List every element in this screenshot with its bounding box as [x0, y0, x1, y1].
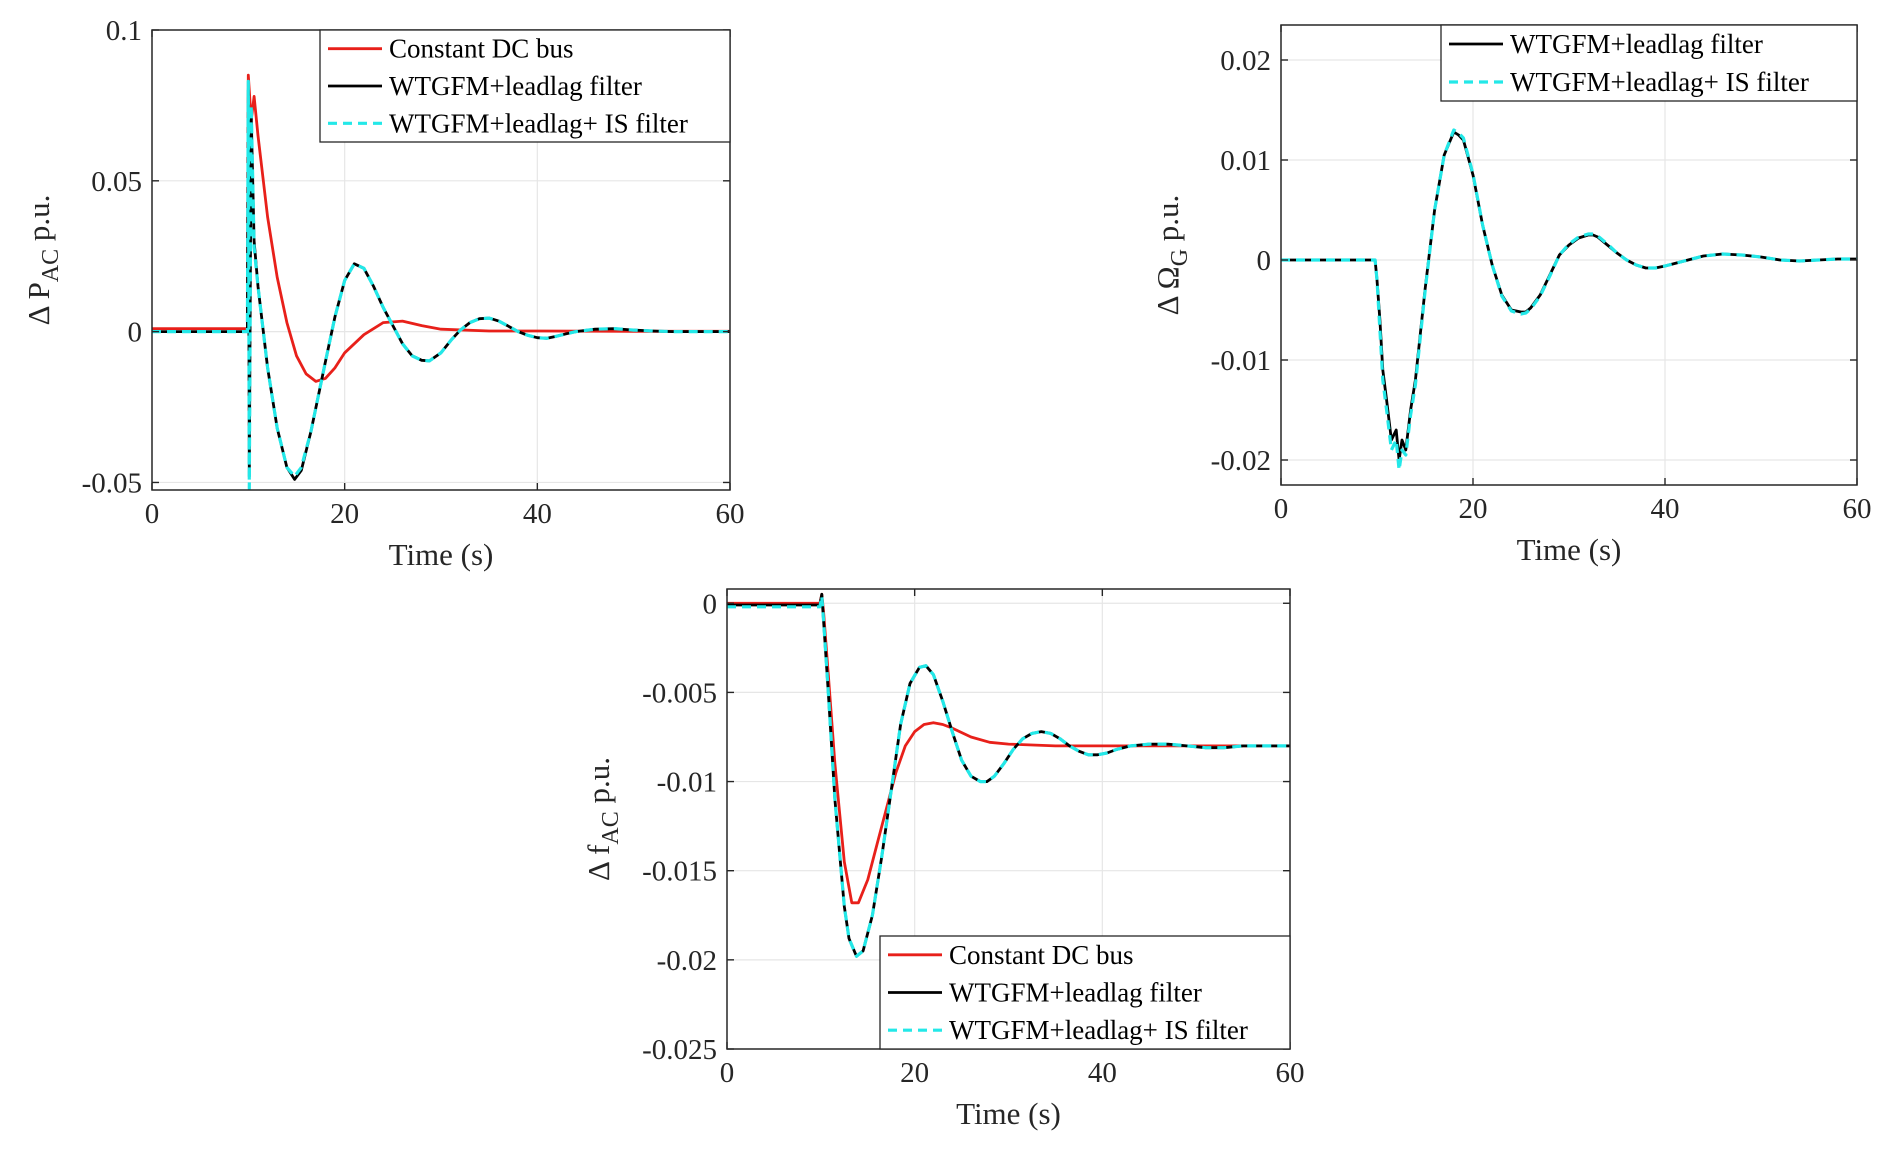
x-tick-label: 0 [1274, 493, 1289, 525]
legend: Constant DC bus WTGFM+leadlag filter WTGFM… [879, 935, 1291, 1050]
legend-label-leadlag: WTGFM+leadlag filter [1510, 29, 1763, 59]
x-tick-label: 40 [1651, 493, 1680, 525]
plot-area [1281, 25, 1857, 485]
legend-label-is_filter: WTGFM+leadlag+ IS filter [949, 1015, 1248, 1045]
y-tick-label: -0.025 [642, 1034, 717, 1066]
y-axis-label: Δ ΩG p.u. [1150, 195, 1193, 316]
legend: WTGFM+leadlag filter WTGFM+leadlag+ IS fi… [1440, 24, 1858, 102]
x-tick-label: 60 [1276, 1057, 1305, 1089]
x-axis-label: Time (s) [389, 537, 494, 572]
y-tick-label: 0.01 [1220, 145, 1271, 177]
x-tick-label: 20 [900, 1057, 929, 1089]
x-tick-label: 0 [720, 1057, 735, 1089]
chart-panel-fac: 0 20 40 60 -0.025 -0.02 -0.015 -0.01 -0.005 0 Time… [581, 588, 1305, 1131]
y-tick-label: -0.01 [657, 767, 717, 799]
y-tick-label: -0.02 [1211, 445, 1271, 477]
y-tick-label: -0.01 [1211, 345, 1271, 377]
y-tick-label: -0.02 [657, 945, 717, 977]
series-line-is_filter [152, 79, 730, 490]
x-tick-label: 40 [523, 498, 552, 530]
y-axis-label: Δ PAC p.u. [21, 195, 64, 326]
y-tick-label: 0.05 [91, 166, 142, 198]
y-tick-label: -0.05 [82, 467, 142, 499]
x-tick-label: 20 [1459, 493, 1488, 525]
x-axis-label: Time (s) [956, 1096, 1061, 1131]
legend-label-constant: Constant DC bus [949, 940, 1134, 970]
x-tick-label: 0 [145, 498, 160, 530]
x-tick-label: 20 [330, 498, 359, 530]
legend-box [1440, 24, 1858, 102]
y-tick-label: 0.02 [1220, 45, 1271, 77]
chart-panel-omega: 0 20 40 60 -0.02 -0.01 0 0.01 0.02 Time (s) Δ ΩG p… [1150, 24, 1872, 567]
legend: Constant DC bus WTGFM+leadlag filter WTGFM… [319, 29, 731, 143]
legend-label-is_filter: WTGFM+leadlag+ IS filter [1510, 67, 1809, 97]
series-line-leadlag [727, 592, 1290, 958]
legend-label-leadlag: WTGFM+leadlag filter [949, 978, 1202, 1008]
y-axis-label: Δ fAC p.u. [581, 757, 624, 881]
x-axis-label: Time (s) [1517, 532, 1622, 567]
x-tick-label: 40 [1088, 1057, 1117, 1089]
y-tick-label: 0.1 [106, 15, 142, 47]
y-tick-label: -0.015 [642, 856, 717, 888]
legend-label-is_filter: WTGFM+leadlag+ IS filter [389, 108, 688, 138]
y-tick-label: 0 [1257, 245, 1272, 277]
legend-label-leadlag: WTGFM+leadlag filter [389, 71, 642, 101]
x-tick-label: 60 [1843, 493, 1872, 525]
legend-label-constant: Constant DC bus [389, 34, 574, 64]
y-tick-label: 0 [128, 317, 143, 349]
y-tick-label: 0 [703, 588, 718, 620]
y-tick-label: -0.005 [642, 677, 717, 709]
series-line-is_filter [1281, 128, 1857, 472]
legend-box [879, 935, 1291, 1050]
x-tick-label: 60 [716, 498, 745, 530]
legend-box [319, 29, 731, 143]
